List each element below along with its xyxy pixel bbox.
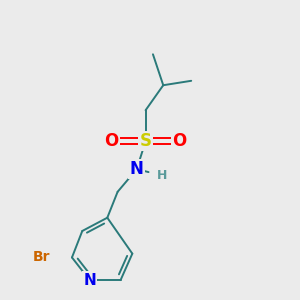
- Text: O: O: [105, 132, 119, 150]
- Text: O: O: [172, 132, 187, 150]
- Text: N: N: [130, 160, 144, 178]
- Text: H: H: [157, 169, 167, 182]
- Text: Br: Br: [32, 250, 50, 265]
- Text: S: S: [140, 132, 152, 150]
- Text: N: N: [83, 273, 96, 288]
